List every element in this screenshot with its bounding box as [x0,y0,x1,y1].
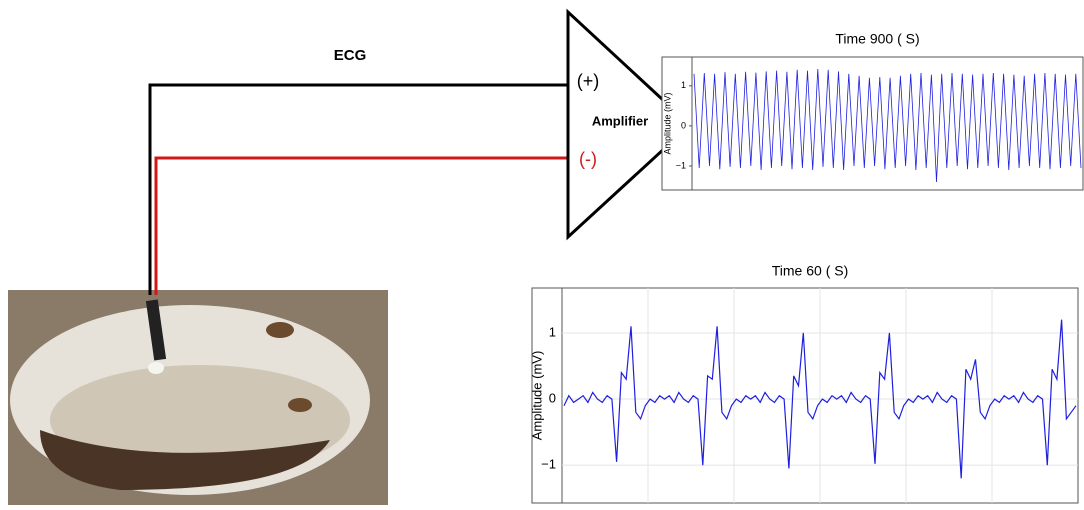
plot-frame [531,287,1079,504]
y-tick-label: 1 [549,324,556,339]
ecg-label: ECG [334,47,367,64]
y-tick-label: 0 [549,390,556,405]
chart-title: Time 60 ( S) [772,263,849,279]
wire-positive [148,83,570,295]
y-axis-label: Amplitude (mV) [662,92,672,154]
minus-label: (-) [579,149,597,169]
amplifier-label: Amplifier [592,113,648,128]
y-tick-label: −1 [676,160,686,170]
y-tick-label: 0 [681,120,686,130]
oyster-photo [8,290,388,505]
signal-line [693,68,1082,183]
y-axis-label: Amplitude (mV) [529,351,544,441]
wire-negative [154,156,570,295]
y-tick-label: 1 [681,80,686,90]
plus-label: (+) [577,71,600,91]
y-tick-label: −1 [541,457,556,472]
amplifier [566,8,693,241]
signal-line [563,319,1077,479]
chart-title: Time 900 ( S) [835,31,919,47]
